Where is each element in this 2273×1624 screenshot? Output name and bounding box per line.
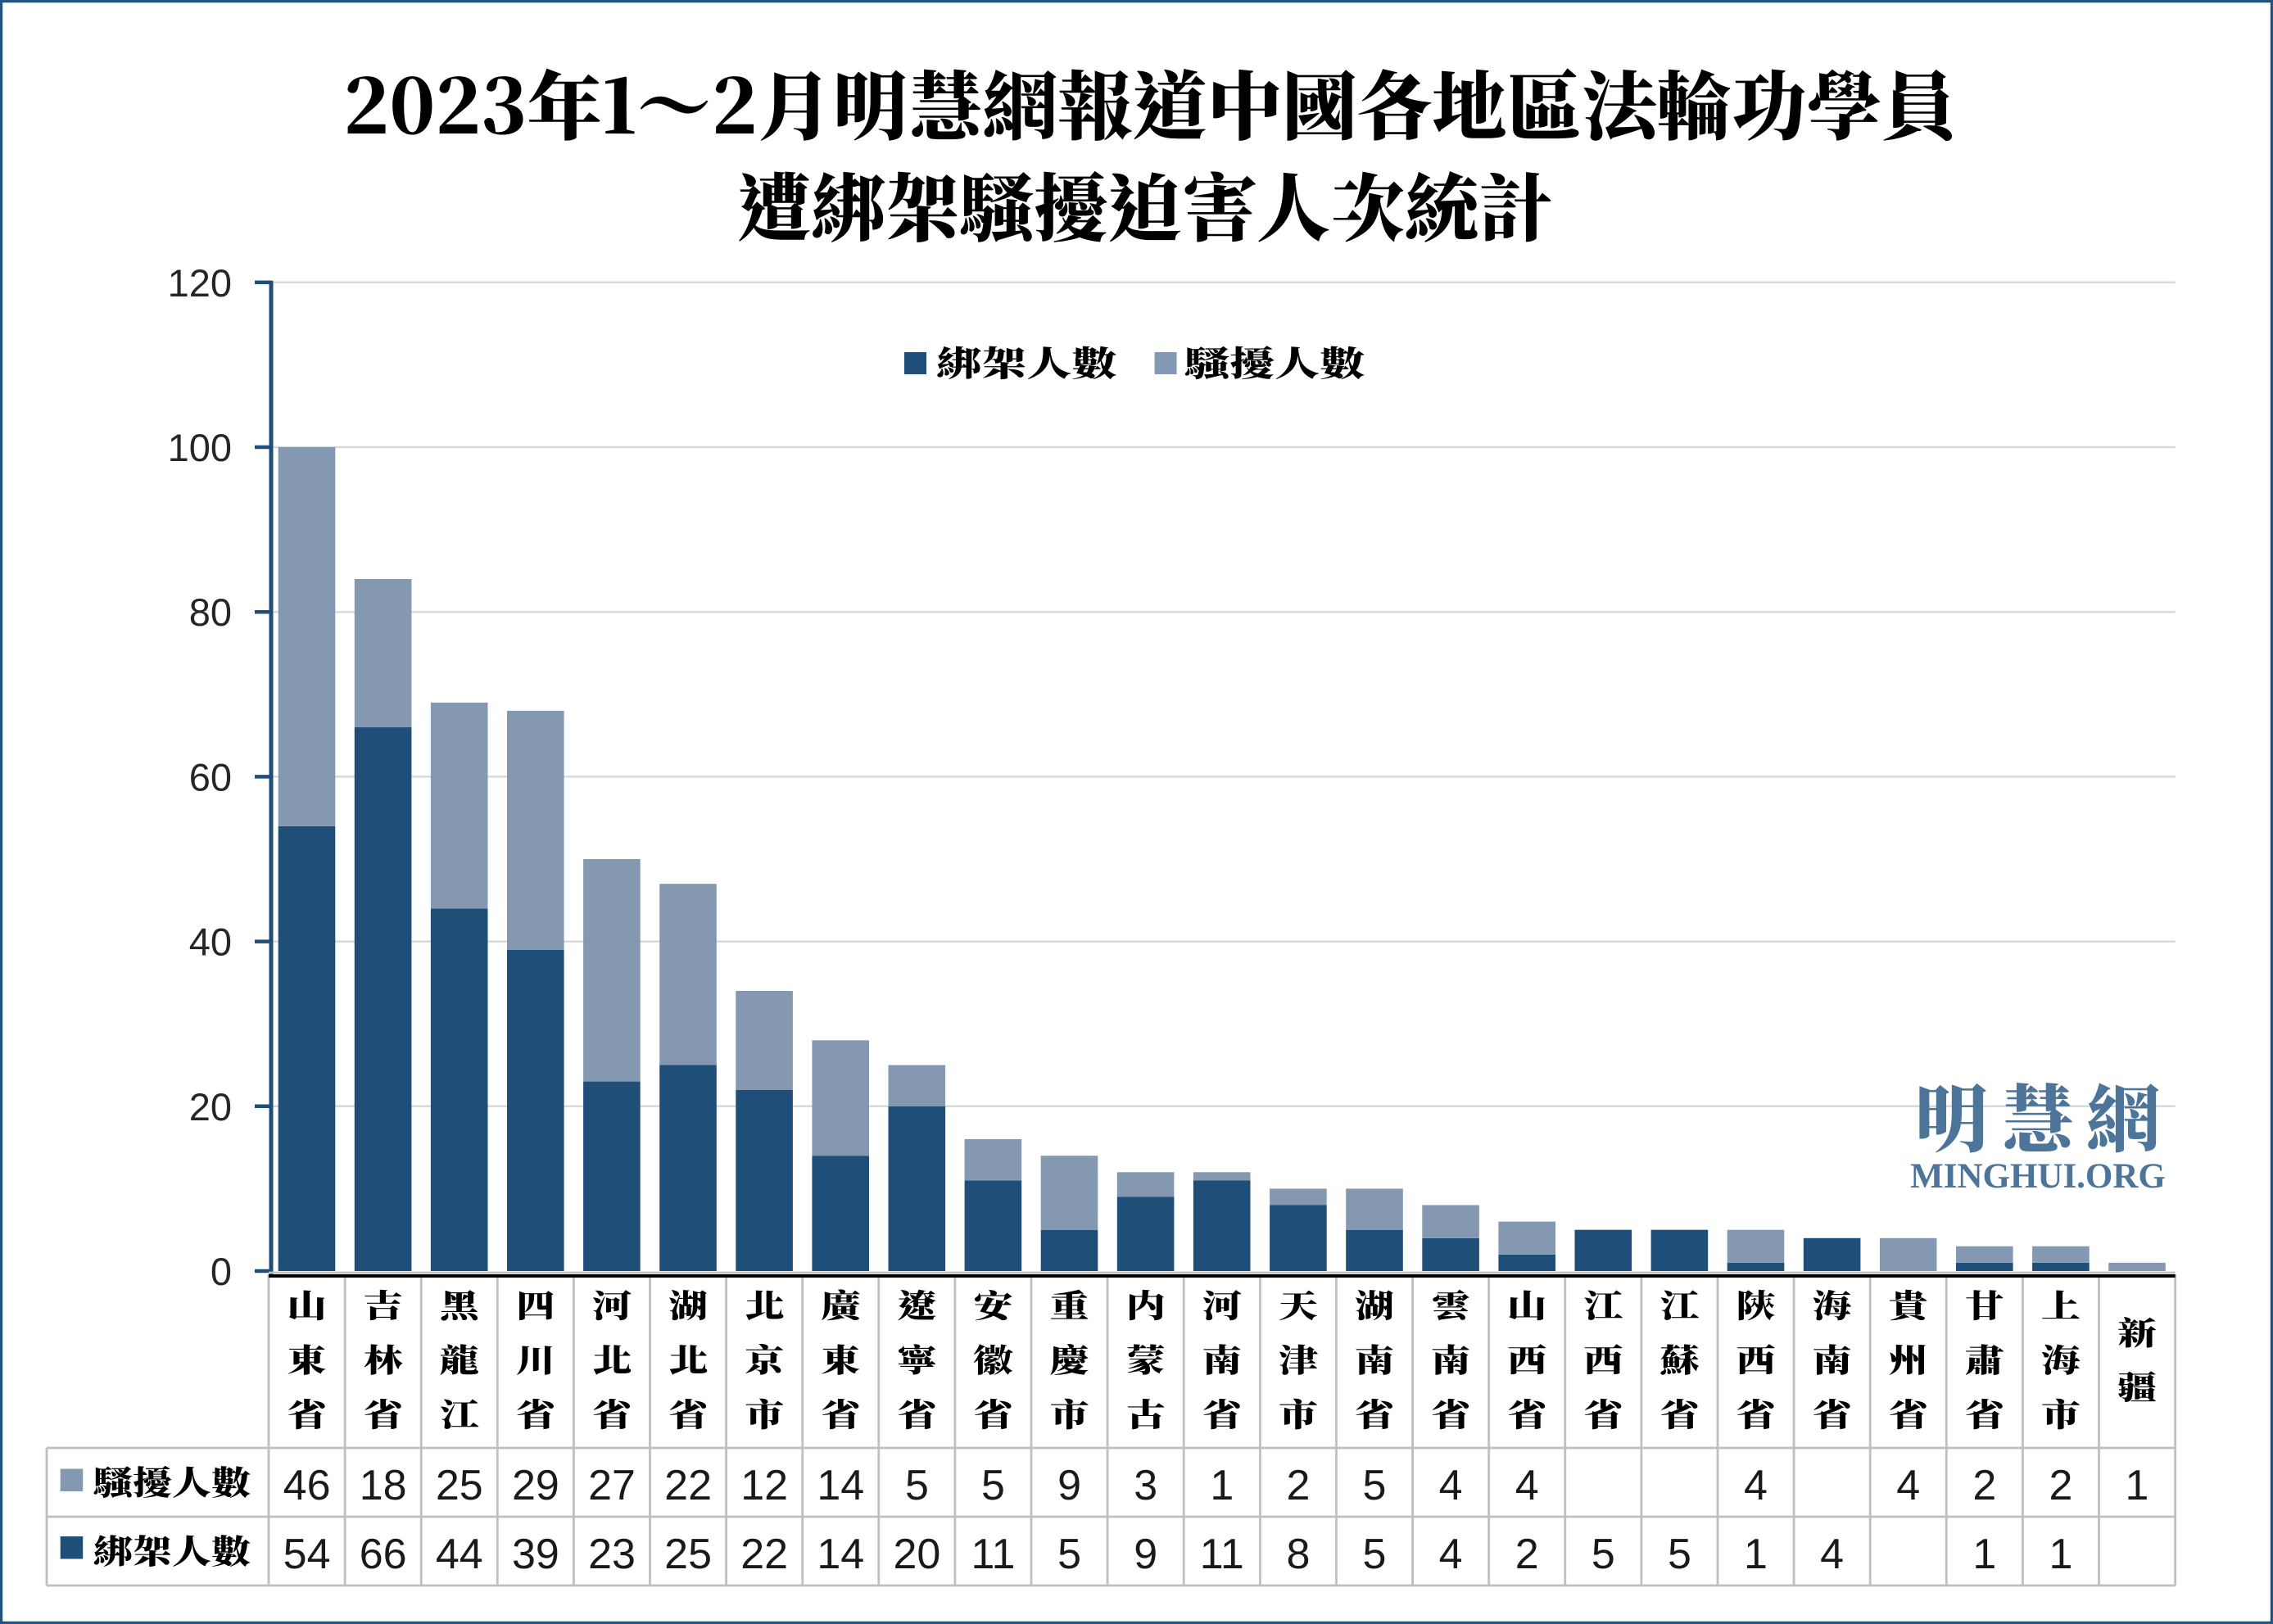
svg-text:9: 9 bbox=[1057, 1462, 1081, 1509]
svg-text:4: 4 bbox=[1744, 1462, 1768, 1509]
svg-text:5: 5 bbox=[905, 1462, 929, 1509]
svg-text:5: 5 bbox=[1363, 1462, 1387, 1509]
svg-text:4: 4 bbox=[1515, 1462, 1539, 1509]
svg-text:11: 11 bbox=[1200, 1531, 1244, 1578]
svg-text:44: 44 bbox=[436, 1531, 483, 1578]
svg-text:2: 2 bbox=[2049, 1462, 2072, 1509]
svg-text:18: 18 bbox=[360, 1462, 407, 1509]
svg-text:4: 4 bbox=[1820, 1531, 1844, 1578]
svg-text:1: 1 bbox=[1744, 1531, 1768, 1578]
svg-text:14: 14 bbox=[817, 1462, 864, 1509]
svg-text:1: 1 bbox=[1210, 1462, 1234, 1509]
svg-text:4: 4 bbox=[1439, 1462, 1463, 1509]
svg-text:4: 4 bbox=[1439, 1531, 1463, 1578]
svg-text:5: 5 bbox=[1668, 1531, 1691, 1578]
svg-text:12: 12 bbox=[740, 1462, 788, 1509]
svg-text:4: 4 bbox=[1896, 1462, 1920, 1509]
svg-text:60: 60 bbox=[189, 755, 232, 798]
svg-text:2: 2 bbox=[1515, 1531, 1539, 1578]
svg-text:1: 1 bbox=[2126, 1462, 2149, 1509]
svg-text:2: 2 bbox=[1972, 1462, 1996, 1509]
svg-text:46: 46 bbox=[283, 1462, 331, 1509]
svg-text:40: 40 bbox=[189, 921, 232, 964]
svg-text:2: 2 bbox=[1286, 1462, 1310, 1509]
svg-text:80: 80 bbox=[189, 590, 232, 634]
svg-text:5: 5 bbox=[981, 1462, 1005, 1509]
svg-text:20: 20 bbox=[189, 1085, 232, 1129]
svg-text:9: 9 bbox=[1134, 1531, 1157, 1578]
svg-text:3: 3 bbox=[1134, 1462, 1157, 1509]
svg-text:14: 14 bbox=[817, 1531, 864, 1578]
svg-text:1: 1 bbox=[1972, 1531, 1996, 1578]
svg-text:0: 0 bbox=[211, 1250, 232, 1293]
svg-text:8: 8 bbox=[1286, 1531, 1310, 1578]
svg-text:MINGHUI.ORG: MINGHUI.ORG bbox=[1910, 1157, 2166, 1196]
svg-text:22: 22 bbox=[664, 1462, 712, 1509]
svg-text:22: 22 bbox=[740, 1531, 788, 1578]
svg-text:66: 66 bbox=[360, 1531, 407, 1578]
svg-text:25: 25 bbox=[664, 1531, 712, 1578]
svg-text:54: 54 bbox=[283, 1531, 331, 1578]
svg-text:25: 25 bbox=[436, 1462, 483, 1509]
svg-text:23: 23 bbox=[588, 1531, 636, 1578]
svg-text:5: 5 bbox=[1057, 1531, 1081, 1578]
svg-text:11: 11 bbox=[971, 1531, 1016, 1578]
svg-text:39: 39 bbox=[512, 1531, 559, 1578]
svg-text:100: 100 bbox=[168, 426, 232, 469]
svg-text:27: 27 bbox=[588, 1462, 636, 1509]
svg-text:1: 1 bbox=[2049, 1531, 2072, 1578]
svg-text:20: 20 bbox=[893, 1531, 940, 1578]
svg-text:120: 120 bbox=[168, 261, 232, 305]
svg-text:5: 5 bbox=[1592, 1531, 1615, 1578]
svg-text:5: 5 bbox=[1363, 1531, 1387, 1578]
svg-text:29: 29 bbox=[512, 1462, 559, 1509]
